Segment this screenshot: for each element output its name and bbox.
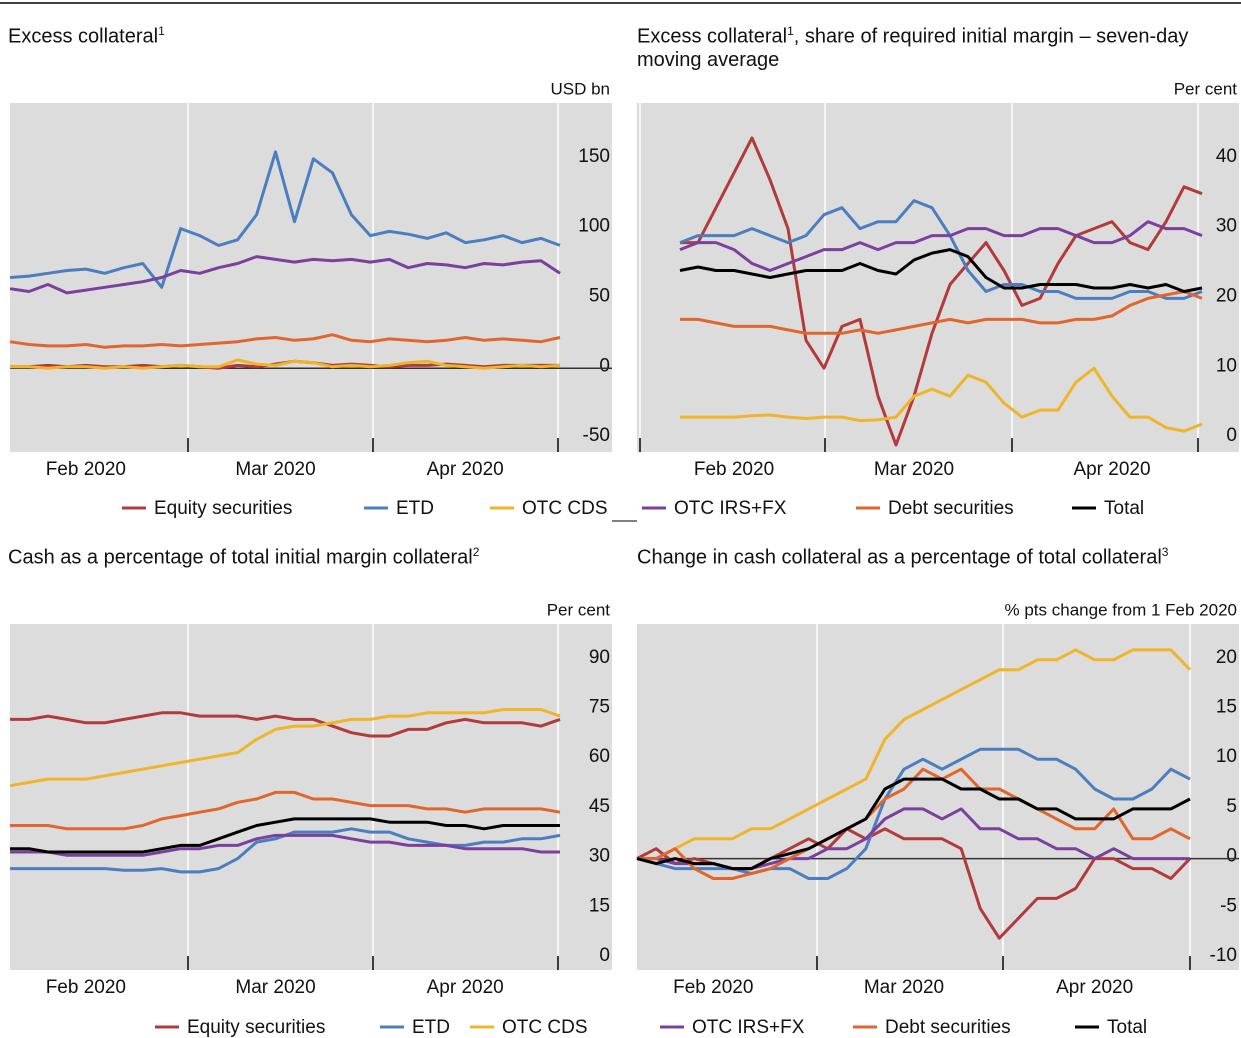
x-tick-label: Feb 2020 [46,459,126,480]
x-tick-label: Apr 2020 [427,459,504,480]
y-tick-label: -50 [583,425,610,446]
x-tick-label: Mar 2020 [874,459,954,480]
legend-label: Total [1104,498,1144,519]
panel-title: Change in cash collateral as a percentag… [637,541,1177,570]
series-line [10,833,560,857]
y-tick-label: 0 [599,355,610,376]
series-line [9,708,561,788]
y-tick-label: -10 [1210,945,1237,966]
y-tick-label: 30 [1216,216,1237,237]
y-tick-label: 90 [589,647,610,668]
x-tick-label: Feb 2020 [673,977,753,998]
series-line [10,358,561,370]
legend-label: Debt securities [885,1017,1011,1038]
y-tick-label: 60 [589,746,610,767]
title-text: , share of required initial margin – sev… [637,25,1189,71]
plot-area [637,624,1239,970]
plot-area [637,103,1239,452]
title-note: 1 [158,24,165,38]
series-line [679,199,1203,300]
legend-label: OTC CDS [502,1017,588,1038]
series-line [10,790,561,831]
y-tick-label: 15 [589,895,610,916]
x-tick-label: Apr 2020 [427,977,504,998]
y-unit: % pts change from 1 Feb 2020 [1005,600,1237,619]
series-line [637,648,1192,861]
y-tick-label: 150 [578,146,610,167]
y-tick-label: 0 [599,945,610,966]
x-tick-label: Feb 2020 [694,459,774,480]
y-tick-label: 0 [1226,425,1237,446]
legend-label: OTC IRS+FX [692,1017,805,1038]
y-unit: USD bn [550,79,610,98]
legend-label: OTC CDS [522,498,608,519]
series-line [680,366,1203,433]
y-tick-label: 40 [1216,146,1237,167]
series-line [679,220,1203,272]
title-note: 3 [1161,545,1169,559]
legend-label: Debt securities [888,498,1014,519]
series-line [679,248,1203,293]
y-tick-label: 100 [578,216,610,237]
panel-title: Excess collateral1, share of required in… [637,20,1197,72]
y-tick-label: 10 [1216,746,1237,767]
x-tick-label: Apr 2020 [1056,977,1133,998]
series-line [680,290,1203,335]
y-tick-label: 10 [1216,355,1237,376]
title-note: 2 [472,545,480,559]
title-note: 1 [787,24,794,38]
panel-title: Excess collateral1 [8,20,608,49]
x-tick-label: Mar 2020 [864,977,944,998]
y-tick-label: 20 [1216,647,1237,668]
title-text: Cash as a percentage of total initial ma… [8,546,473,569]
y-tick-label: 20 [1216,285,1237,306]
y-tick-label: 15 [1216,697,1237,718]
series-line [636,777,1191,871]
x-tick-label: Feb 2020 [46,977,126,998]
panel-title: Cash as a percentage of total initial ma… [8,541,608,570]
legend-label: ETD [412,1017,450,1038]
title-text: Excess collateral [8,25,159,48]
series-line [680,136,1203,447]
title-text: Change in cash collateral as a percentag… [637,546,1162,569]
legend-label: Equity securities [187,1017,325,1038]
plot-area [10,103,612,452]
x-tick-label: Mar 2020 [235,977,315,998]
y-unit: Per cent [547,600,611,619]
legend-label: Total [1107,1017,1147,1038]
series-line [9,150,561,289]
title-text: Excess collateral [637,25,788,48]
series-line [10,817,560,854]
y-tick-label: 30 [589,846,610,867]
legend-label: OTC IRS+FX [674,498,787,519]
y-tick-label: 75 [589,697,610,718]
y-tick-label: 45 [589,796,610,817]
series-line [9,255,561,295]
y-tick-label: 0 [1226,846,1237,867]
y-unit: Per cent [1174,79,1238,98]
y-tick-label: -5 [1220,895,1237,916]
x-tick-label: Apr 2020 [1073,459,1150,480]
legend-label: Equity securities [154,498,292,519]
series-line [10,711,561,738]
y-tick-label: 50 [589,285,610,306]
x-tick-label: Mar 2020 [235,459,315,480]
series-line [9,333,561,349]
legend-label: ETD [396,498,434,519]
y-tick-label: 5 [1226,796,1237,817]
